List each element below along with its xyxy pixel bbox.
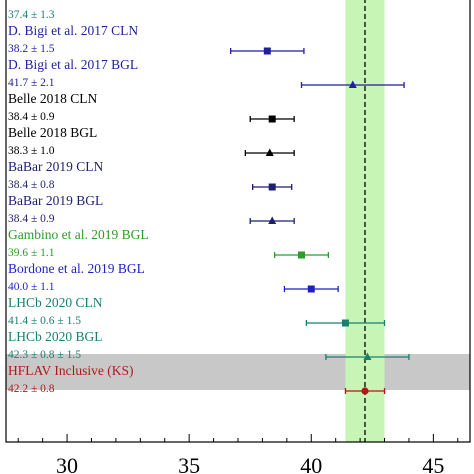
entry-value-text: 41.4 ± 0.6 ± 1.5 xyxy=(8,315,81,327)
marker-square xyxy=(307,285,315,293)
entry-value-text: 42.2 ± 0.8 xyxy=(8,383,55,395)
x-tick-label: 35 xyxy=(178,453,200,474)
x-tick-label: 45 xyxy=(422,453,444,474)
entry-label: LHCb 2020 BGL xyxy=(8,329,103,344)
entry-label: D. Bigi et al. 2017 BGL xyxy=(8,57,138,72)
marker-triangle xyxy=(268,216,277,224)
marker-square xyxy=(341,319,349,327)
entry-label: HFLAV Inclusive (KS) xyxy=(8,363,134,378)
marker-square xyxy=(268,115,276,123)
highlight-row-band xyxy=(6,354,470,390)
entry-label: LHCb 2020 CLN xyxy=(8,295,103,310)
entry-value-text: 40.0 ± 1.1 xyxy=(8,281,55,293)
marker-circle xyxy=(361,387,369,395)
marker-triangle xyxy=(265,148,274,156)
entry-label: Belle 2018 CLN xyxy=(8,91,97,106)
entry-label: Gambino et al. 2019 BGL xyxy=(8,227,149,242)
x-tick-label: 40 xyxy=(300,453,322,474)
entry-value-text: 38.4 ± 0.9 xyxy=(8,213,55,225)
x-tick-label: 30 xyxy=(56,453,78,474)
entry-value-text: 38.4 ± 0.9 xyxy=(8,111,55,123)
marker-square xyxy=(297,251,305,259)
marker-triangle xyxy=(348,80,357,88)
entry-value-text: 41.7 ± 2.1 xyxy=(8,77,55,89)
entry-value-text: 39.6 ± 1.1 xyxy=(8,247,55,259)
entry-label: D. Bigi et al. 2017 CLN xyxy=(8,23,138,38)
entry-value-text: 42.3 ± 0.8 ± 1.5 xyxy=(8,349,81,361)
entry-value-text: 38.2 ± 1.5 xyxy=(8,43,55,55)
entry-label: BaBar 2019 BGL xyxy=(8,193,103,208)
entry-value-text: 38.4 ± 0.8 xyxy=(8,179,55,191)
entry-label: Belle 2018 BGL xyxy=(8,125,97,140)
entry-label: Bordone et al. 2019 BGL xyxy=(8,261,145,276)
entry-value-text: 37.4 ± 1.3 xyxy=(8,9,55,21)
entry-value-text: 38.3 ± 1.0 xyxy=(8,145,55,157)
marker-square xyxy=(268,183,276,191)
marker-triangle xyxy=(363,352,372,360)
marker-square xyxy=(263,47,271,55)
entry-label: BaBar 2019 CLN xyxy=(8,159,103,174)
